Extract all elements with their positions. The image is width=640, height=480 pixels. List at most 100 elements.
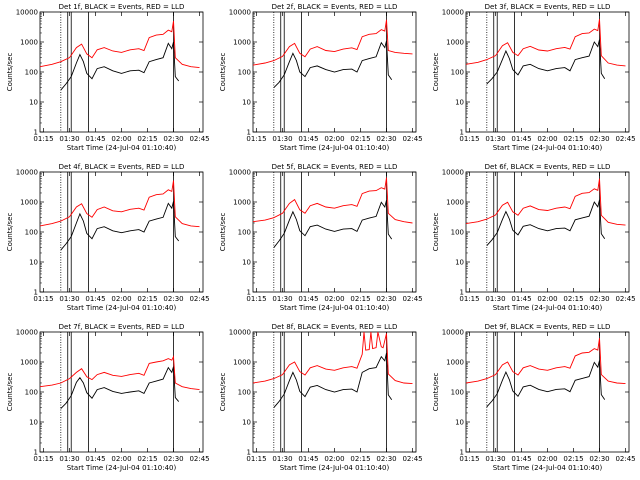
chart-title: Det 4f, BLACK = Events, RED = LLD (59, 163, 185, 171)
lld-series-line (466, 178, 626, 226)
panel-svg: Det 2f, BLACK = Events, RED = LLD 1 10 100 1… (219, 3, 423, 152)
y-tick-label: 100 (451, 69, 464, 77)
events-series-line (273, 352, 393, 408)
y-tick-label: 10 (29, 259, 38, 267)
y-tick-label: 1 (460, 129, 464, 137)
x-tick-label: 01:15 (459, 295, 479, 303)
x-tick-label: 02:00 (537, 295, 557, 303)
x-tick-label: 01:30 (485, 295, 505, 303)
y-tick-label: 10000 (229, 329, 251, 337)
y-tick-label: 100 (451, 229, 464, 237)
events-series-line (486, 199, 606, 246)
y-tick-label: 10000 (16, 9, 38, 17)
y-tick-label: 100 (238, 389, 251, 397)
x-tick-label: 02:30 (376, 135, 396, 143)
panel-svg: Det 7f, BLACK = Events, RED = LLD 1 10 100 1… (6, 323, 210, 472)
plot-frame (39, 11, 204, 133)
y-tick-label: 10 (242, 99, 251, 107)
x-tick-label: 02:30 (163, 135, 183, 143)
x-axis-label: Start Time (24-Jul-04 01:10:40) (280, 464, 390, 472)
panel-svg: Det 6f, BLACK = Events, RED = LLD 1 10 100 1… (432, 163, 636, 312)
y-tick-label: 1 (247, 289, 251, 297)
x-tick-label: 02:15 (350, 455, 370, 463)
x-tick-label: 01:30 (59, 295, 79, 303)
chart-title: Det 6f, BLACK = Events, RED = LLD (485, 163, 611, 171)
chart-title: Det 3f, BLACK = Events, RED = LLD (485, 3, 611, 11)
y-tick-label: 1 (34, 129, 38, 137)
plot-frame (252, 171, 417, 293)
lld-series-line (40, 354, 200, 391)
x-tick-label: 02:30 (589, 135, 609, 143)
panel-svg: Det 8f, BLACK = Events, RED = LLD 1 10 100 1… (219, 323, 423, 472)
detector-panel: Det 3f, BLACK = Events, RED = LLD 1 10 100 1… (426, 0, 639, 160)
chart-title: Det 2f, BLACK = Events, RED = LLD (272, 3, 398, 11)
y-axis-label: Counts/sec (432, 373, 440, 412)
plot-frame (39, 331, 204, 453)
x-tick-label: 01:30 (272, 455, 292, 463)
y-tick-label: 1000 (446, 199, 464, 207)
y-tick-label: 1 (34, 449, 38, 457)
y-tick-label: 10 (29, 419, 38, 427)
x-tick-label: 01:45 (511, 295, 531, 303)
y-tick-label: 1000 (446, 359, 464, 367)
panel-svg: Det 1f, BLACK = Events, RED = LLD 1 10 100 1… (6, 3, 210, 152)
events-series-line (273, 40, 393, 89)
series-group (40, 180, 200, 251)
x-tick-label: 02:00 (111, 455, 131, 463)
events-series-line (486, 39, 606, 85)
x-tick-label: 02:30 (589, 295, 609, 303)
y-tick-label: 100 (25, 229, 38, 237)
y-axis-label: Counts/sec (6, 213, 14, 252)
x-tick-label: 02:30 (376, 455, 396, 463)
y-tick-label: 10 (242, 259, 251, 267)
x-tick-label: 02:15 (563, 295, 583, 303)
y-tick-label: 1000 (20, 39, 38, 47)
x-tick-label: 01:45 (85, 135, 105, 143)
x-tick-label: 02:15 (137, 455, 157, 463)
x-tick-label: 01:45 (85, 295, 105, 303)
y-tick-label: 100 (25, 389, 38, 397)
y-tick-label: 10000 (442, 9, 464, 17)
y-tick-label: 1 (247, 449, 251, 457)
chart-title: Det 9f, BLACK = Events, RED = LLD (485, 323, 611, 331)
x-axis-label: Start Time (24-Jul-04 01:10:40) (493, 304, 603, 312)
y-tick-label: 10 (29, 99, 38, 107)
panel-svg: Det 9f, BLACK = Events, RED = LLD 1 10 100 1… (432, 323, 636, 472)
x-tick-label: 02:15 (137, 135, 157, 143)
series-group (40, 20, 200, 91)
series-group (466, 338, 626, 408)
events-series-line (60, 366, 180, 409)
series-group (40, 354, 200, 409)
chart-title: Det 8f, BLACK = Events, RED = LLD (272, 323, 398, 331)
detector-panel: Det 9f, BLACK = Events, RED = LLD 1 10 100 1… (426, 320, 639, 480)
x-tick-label: 01:30 (485, 135, 505, 143)
x-axis-label: Start Time (24-Jul-04 01:10:40) (280, 144, 390, 152)
x-tick-label: 02:45 (402, 455, 422, 463)
x-tick-label: 01:45 (298, 455, 318, 463)
x-tick-label: 02:30 (376, 295, 396, 303)
y-tick-label: 10000 (229, 9, 251, 17)
detector-panel: Det 2f, BLACK = Events, RED = LLD 1 10 100 1… (213, 0, 426, 160)
series-group (253, 177, 413, 248)
x-tick-label: 02:30 (589, 455, 609, 463)
events-series-line (60, 201, 180, 251)
x-tick-label: 01:30 (59, 135, 79, 143)
detector-panel: Det 7f, BLACK = Events, RED = LLD 1 10 100 1… (0, 320, 213, 480)
x-tick-label: 01:15 (246, 295, 266, 303)
series-group (253, 332, 413, 408)
y-axis-label: Counts/sec (219, 213, 227, 252)
panel-svg: Det 4f, BLACK = Events, RED = LLD 1 10 100 1… (6, 163, 210, 312)
x-tick-label: 01:30 (272, 135, 292, 143)
series-group (466, 19, 626, 85)
x-axis-label: Start Time (24-Jul-04 01:10:40) (67, 144, 177, 152)
x-tick-label: 02:00 (324, 455, 344, 463)
y-tick-label: 100 (238, 229, 251, 237)
y-tick-label: 10 (242, 419, 251, 427)
x-tick-label: 02:45 (615, 135, 635, 143)
x-tick-label: 01:30 (272, 295, 292, 303)
x-tick-label: 02:45 (402, 295, 422, 303)
x-tick-label: 01:45 (511, 455, 531, 463)
y-tick-label: 1 (247, 129, 251, 137)
plot-frame (465, 11, 630, 133)
